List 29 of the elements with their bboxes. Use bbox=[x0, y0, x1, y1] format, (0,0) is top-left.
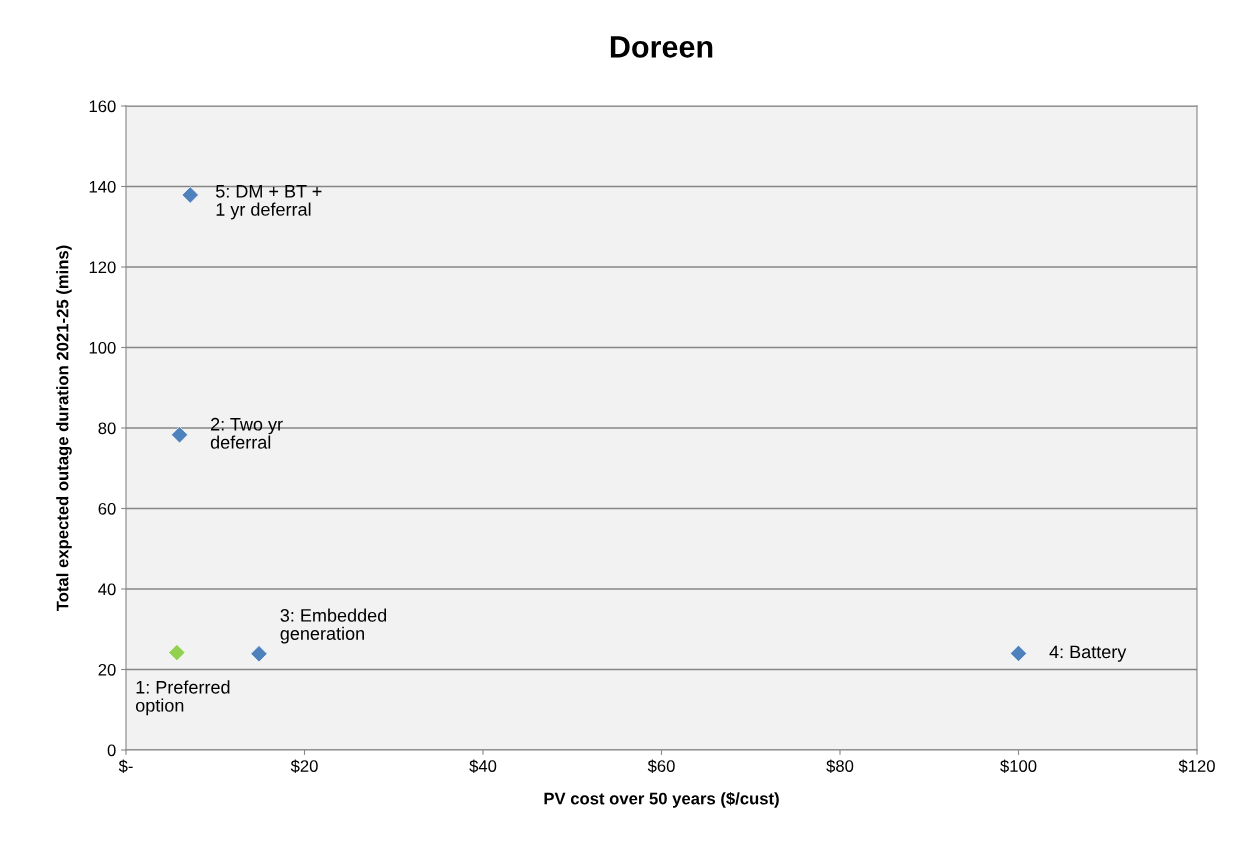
chart-title: Doreen bbox=[610, 36, 713, 58]
x-tick-label: $100 bbox=[1000, 759, 1037, 773]
annotation: 5: DM + BT + 1 yr deferral bbox=[215, 185, 322, 220]
y-tick-label: 40 bbox=[98, 583, 116, 596]
x-tick-label: $120 bbox=[1178, 759, 1215, 773]
y-axis-title: Total expected outage duration 2021-25 (mins) bbox=[56, 245, 72, 612]
x-axis-title: PV cost over 50 years ($/cust) bbox=[544, 791, 779, 808]
point bbox=[250, 645, 268, 663]
annotation: 2: Two yr deferral bbox=[210, 417, 283, 449]
annotation: 1: Preferred option bbox=[135, 680, 230, 716]
y-tick-label: 20 bbox=[98, 663, 116, 676]
y-tick-label: 80 bbox=[98, 422, 116, 435]
point bbox=[1009, 644, 1028, 662]
point bbox=[181, 186, 199, 204]
y-tick-label: 100 bbox=[89, 341, 116, 354]
x-tick-label: $20 bbox=[290, 759, 318, 773]
point bbox=[170, 426, 189, 444]
x-tick-label: $80 bbox=[826, 759, 854, 773]
y-tick-label: 0 bbox=[107, 744, 116, 757]
y-tick-label: 120 bbox=[89, 261, 116, 274]
x-tick-label: $- bbox=[118, 759, 133, 773]
annotation: 4: Battery bbox=[1049, 645, 1127, 662]
y-tick-label: 140 bbox=[89, 180, 116, 193]
y-tick-label: 60 bbox=[98, 502, 116, 515]
x-tick-label: $40 bbox=[469, 759, 497, 773]
x-tick-label: $60 bbox=[647, 759, 675, 773]
annotation: 3: Embedded generation bbox=[280, 608, 387, 644]
point bbox=[168, 644, 186, 662]
y-tick-label: 160 bbox=[89, 100, 116, 113]
